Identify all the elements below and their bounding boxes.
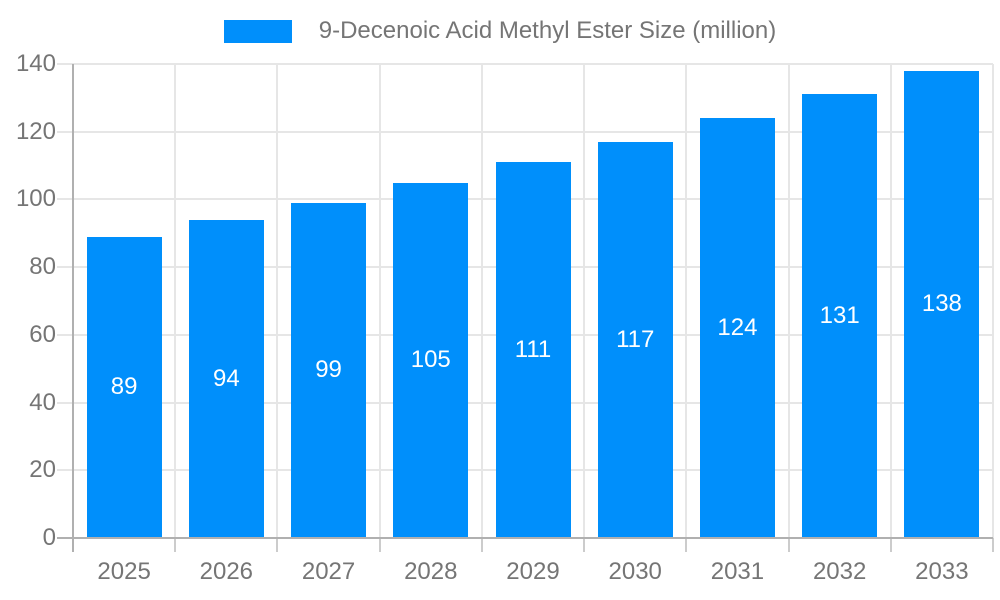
- bar-value-label: 111: [514, 336, 552, 364]
- y-axis-line: [72, 64, 74, 552]
- bar-value-label: 117: [616, 325, 655, 353]
- x-axis-tick-label: 2032: [812, 558, 867, 585]
- bar-2033[interactable]: [904, 70, 980, 538]
- y-axis-tick-label: 120: [15, 117, 56, 145]
- legend: 9-Decenoic Acid Methyl Ester Size (milli…: [0, 17, 1000, 45]
- gridline-vertical: [787, 64, 790, 538]
- x-axis-tick-label: 2029: [506, 558, 560, 585]
- y-axis-tick: [57, 401, 73, 404]
- y-axis-tick-label: 80: [29, 253, 56, 281]
- y-axis-tick: [57, 469, 73, 472]
- legend-item[interactable]: 9-Decenoic Acid Methyl Ester Size (milli…: [223, 17, 777, 45]
- bar-value-label: 131: [819, 302, 860, 330]
- gridline-horizontal: [73, 130, 993, 133]
- bar-2031[interactable]: [699, 118, 775, 538]
- gridline-vertical: [378, 64, 381, 538]
- x-axis-tick: [378, 538, 381, 552]
- bar-value-label: 138: [921, 290, 962, 318]
- gridline-vertical: [685, 64, 688, 538]
- gridline-vertical: [992, 64, 994, 538]
- bar-value-label: 89: [110, 373, 138, 401]
- x-axis-tick-label: 2027: [301, 558, 356, 585]
- bar-2030[interactable]: [597, 141, 673, 538]
- bar-2026[interactable]: [188, 219, 264, 538]
- bar-2028[interactable]: [393, 182, 469, 538]
- legend-label: 9-Decenoic Acid Methyl Ester Size (milli…: [318, 17, 777, 44]
- bar-2027[interactable]: [291, 202, 367, 538]
- bar-2032[interactable]: [802, 94, 878, 538]
- bar-value-label: 105: [410, 346, 451, 374]
- x-axis-tick-label: 2030: [608, 558, 662, 585]
- gridline-horizontal: [73, 63, 993, 65]
- y-axis-tick: [57, 198, 73, 201]
- x-axis-tick: [889, 538, 892, 552]
- bar-value-label: 124: [717, 314, 758, 342]
- legend-swatch: [223, 19, 292, 43]
- x-axis-tick-label: 2025: [97, 558, 151, 585]
- gridline-vertical: [174, 64, 177, 538]
- x-axis-baseline: [57, 537, 993, 539]
- y-axis-tick-label: 40: [29, 388, 56, 416]
- gridline-vertical: [583, 64, 586, 538]
- y-axis-tick: [57, 333, 73, 336]
- bar-2025[interactable]: [86, 236, 162, 538]
- x-axis-tick: [992, 538, 994, 552]
- x-axis-tick: [685, 538, 688, 552]
- x-axis-tick-label: 2026: [199, 558, 254, 585]
- x-axis-tick: [480, 538, 483, 552]
- x-axis-tick: [583, 538, 586, 552]
- gridline-vertical: [480, 64, 483, 538]
- y-axis-tick: [57, 63, 73, 65]
- x-axis-tick-label: 2028: [404, 558, 458, 585]
- y-axis-tick-label: 60: [29, 320, 56, 348]
- x-axis-tick-label: 2031: [710, 558, 765, 585]
- y-axis-tick-label: 20: [29, 456, 56, 484]
- x-axis-tick: [276, 538, 279, 552]
- gridline-vertical: [889, 64, 892, 538]
- y-axis-tick: [57, 266, 73, 269]
- x-axis-tick: [174, 538, 177, 552]
- x-axis-tick-label: 2033: [915, 558, 969, 585]
- gridline-vertical: [276, 64, 279, 538]
- y-axis-tick: [57, 130, 73, 133]
- bar-value-label: 99: [315, 356, 342, 384]
- bar-2029[interactable]: [495, 162, 571, 538]
- y-axis-tick-label: 0: [42, 524, 56, 551]
- y-axis-tick-label: 140: [15, 50, 56, 77]
- x-axis-tick: [787, 538, 790, 552]
- y-axis-tick-label: 100: [15, 185, 56, 213]
- bar-value-label: 94: [212, 364, 240, 392]
